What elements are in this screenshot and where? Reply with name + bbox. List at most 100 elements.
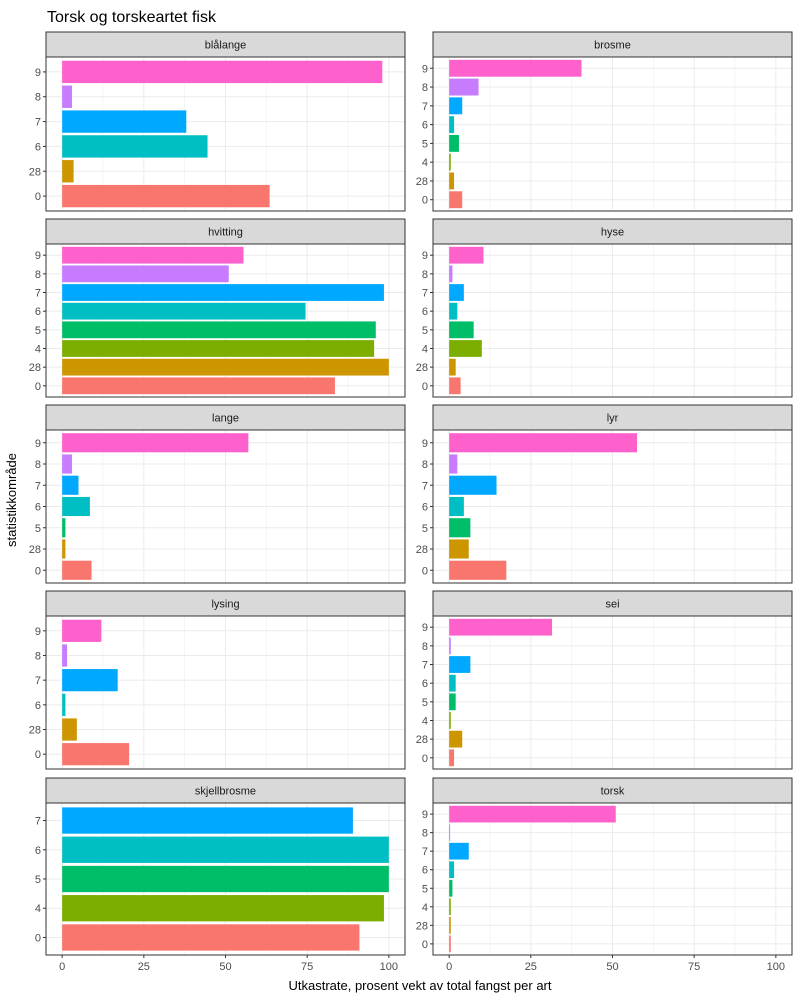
facet-strip-label: skjellbrosme [195,786,256,798]
bar-hyse-6 [449,302,458,320]
y-tick-label: 0 [422,381,428,393]
y-tick-label: 8 [422,459,428,471]
panels-layer: blålange 9 8 7 6 28 0 brosme 9 8 7 6 5 4 28 0 hvitting 9 8… [29,31,793,973]
y-tick-label: 5 [35,874,41,886]
x-tick-label: 100 [380,961,398,973]
facet-panel-lange: lange 9 8 7 6 5 28 0 [29,404,406,584]
x-tick-label: 0 [59,961,65,973]
bar-sei-9 [449,618,553,636]
panel-border [432,56,793,212]
bar-brosme-28 [449,172,455,190]
bar-hvitting-9 [62,246,244,264]
bar-skjellbrosme-4 [62,895,384,922]
bar-brosme-8 [449,78,479,96]
facet-strip [432,777,793,804]
facet-strip [45,590,406,617]
x-tick-label: 100 [767,961,785,973]
y-tick-label: 7 [422,101,428,113]
bar-sei-28 [449,730,463,748]
bar-skjellbrosme-6 [62,836,389,863]
y-tick-label: 7 [35,480,41,492]
bar-hvitting-28 [62,358,389,376]
bar-hvitting-4 [62,340,375,357]
bar-lysing-28 [62,718,77,741]
panel-border [45,243,406,398]
y-tick-label: 7 [35,675,41,687]
y-tick-label: 6 [35,306,41,318]
facet-strip [45,404,406,431]
facet-strip [432,218,793,245]
y-tick-label: 0 [35,565,41,577]
facet-strip [432,404,793,431]
panel-border [45,429,406,584]
bar-blålange-9 [62,60,383,84]
y-tick-label: 0 [422,753,428,765]
y-tick-label: 7 [35,816,41,828]
bar-lyr-6 [449,496,464,517]
y-tick-label: 6 [35,502,41,514]
bar-lange-6 [62,496,90,517]
y-tick-label: 7 [422,288,428,300]
bar-skjellbrosme-7 [62,807,353,834]
bar-lange-0 [62,560,92,580]
bar-blålange-8 [62,85,72,108]
y-tick-label: 5 [422,697,428,709]
bar-torsk-0 [449,935,451,953]
y-tick-label: 9 [35,438,41,450]
y-tick-label: 28 [416,362,428,374]
bar-torsk-5 [449,879,453,897]
y-tick-label: 6 [35,700,41,712]
bar-hyse-7 [449,284,464,301]
y-tick-label: 5 [422,138,428,150]
facet-strip-label: sei [605,599,619,611]
bar-blålange-0 [62,184,270,208]
y-tick-label: 7 [422,480,428,492]
bar-hyse-28 [449,358,456,376]
y-tick-label: 0 [35,191,41,203]
bar-lyr-9 [449,433,638,453]
bar-hyse-9 [449,246,484,264]
y-tick-label: 8 [35,459,41,471]
bar-brosme-6 [449,116,455,134]
y-tick-label: 6 [422,120,428,132]
y-tick-label: 4 [35,903,41,915]
y-tick-label: 28 [29,725,41,737]
y-tick-label: 28 [416,544,428,556]
y-tick-label: 6 [422,678,428,690]
chart-title: Torsk og torskeartet fisk [47,9,217,26]
bar-sei-6 [449,674,456,692]
bar-lysing-7 [62,669,118,692]
bar-lyr-0 [449,560,507,580]
bar-lange-5 [62,518,66,538]
facet-panel-hyse: hyse 9 8 7 6 5 4 28 0 [416,218,793,398]
y-tick-label: 4 [422,902,428,914]
bar-lange-7 [62,475,79,495]
facet-strip-label: lysing [211,599,239,611]
panel-border [432,243,793,398]
y-tick-label: 9 [422,809,428,821]
x-tick-label: 25 [138,961,150,973]
panel-border [45,56,406,212]
y-tick-label: 5 [35,523,41,535]
facet-strip-label: lange [212,413,239,425]
bar-hyse-5 [449,321,474,339]
bar-lysing-0 [62,743,130,766]
y-tick-label: 4 [35,343,41,355]
y-axis-title: statistikkområde [4,453,19,547]
y-tick-label: 8 [422,82,428,94]
y-tick-label: 9 [422,63,428,75]
bar-skjellbrosme-5 [62,865,389,893]
y-tick-label: 6 [422,865,428,877]
y-tick-label: 5 [422,883,428,895]
y-tick-label: 6 [35,845,41,857]
y-tick-label: 0 [35,932,41,944]
facet-panel-blålange: blålange 9 8 7 6 28 0 [29,31,406,212]
bar-lyr-5 [449,518,471,538]
y-tick-label: 8 [35,269,41,281]
bar-sei-8 [449,637,451,655]
facet-panel-skjellbrosme: skjellbrosme 7 6 5 4 0 0 25 50 75 100 [35,777,406,973]
x-tick-label: 50 [606,961,618,973]
y-tick-label: 28 [416,176,428,188]
